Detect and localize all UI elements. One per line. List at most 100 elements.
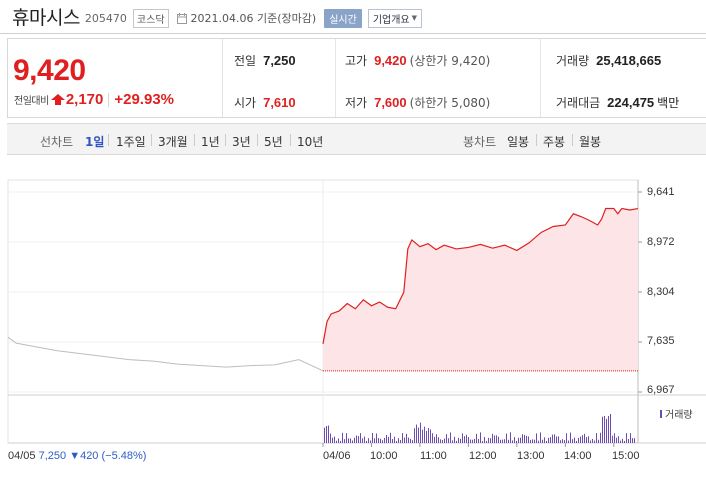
volume-bar bbox=[510, 432, 511, 443]
up-triangle-icon bbox=[50, 94, 65, 105]
volume-bar bbox=[554, 434, 555, 443]
volume-bar bbox=[572, 439, 573, 443]
volume-bar bbox=[544, 437, 545, 443]
volume-bar bbox=[620, 440, 621, 443]
volume-bar bbox=[338, 438, 339, 443]
volume-bar bbox=[362, 438, 363, 443]
volume-bar bbox=[414, 428, 415, 443]
current-price-box: 9,420 전일대비 2,170 +29.93% bbox=[8, 39, 223, 117]
volume-bar bbox=[394, 436, 395, 443]
chart-tabs: 선차트 1일 1주일 3개월 1년 3년 5년 10년 봉차트 일봉 주봉 월봉 bbox=[7, 123, 706, 155]
tab-monthly-candle[interactable]: 월봉 bbox=[579, 135, 602, 149]
volume-bar bbox=[424, 426, 425, 443]
volume-bar bbox=[604, 415, 605, 443]
volume-bar bbox=[526, 435, 527, 443]
volume-bar bbox=[512, 440, 513, 443]
tab-weekly-candle[interactable]: 주봉 bbox=[543, 135, 566, 149]
x-tick-label: 10:00 bbox=[370, 450, 398, 462]
volume-bar bbox=[556, 436, 557, 443]
line-chart-label: 선차트 bbox=[40, 135, 74, 149]
volume-bar bbox=[428, 427, 429, 443]
tab-10-year[interactable]: 10년 bbox=[297, 135, 324, 149]
tab-3-year[interactable]: 3년 bbox=[232, 135, 251, 149]
volume-bar bbox=[576, 440, 577, 443]
price-chart[interactable]: 9,641 8,972 8,304 7,635 6,967 거래량 04/05 … bbox=[0, 170, 706, 487]
volume-bar bbox=[482, 440, 483, 443]
volume-bar bbox=[538, 440, 539, 443]
volume-bar bbox=[614, 433, 615, 443]
y-tick-label: 8,304 bbox=[647, 286, 675, 298]
volume-bar bbox=[350, 438, 351, 443]
volume-bar bbox=[370, 440, 371, 443]
tab-5-year[interactable]: 5년 bbox=[264, 135, 283, 149]
divider bbox=[572, 134, 573, 146]
volume-bar bbox=[570, 432, 571, 443]
company-overview-button[interactable]: 기업개요 ▼ bbox=[367, 8, 423, 28]
volume-bar bbox=[440, 439, 441, 443]
volume-swatch bbox=[660, 409, 662, 418]
volume-bar bbox=[488, 437, 489, 443]
volume-bar bbox=[456, 440, 457, 443]
volume-bar bbox=[412, 440, 413, 443]
volume-bar bbox=[622, 438, 623, 443]
volume-bar bbox=[590, 440, 591, 443]
volume-bar bbox=[492, 433, 493, 443]
volume-bar bbox=[342, 432, 343, 443]
volume-bar bbox=[384, 438, 385, 443]
y-tick-label: 7,635 bbox=[647, 335, 675, 347]
volume-bar bbox=[478, 439, 479, 443]
tab-daily-candle[interactable]: 일봉 bbox=[507, 135, 530, 149]
volume-bar bbox=[434, 436, 435, 443]
volume-bar bbox=[588, 436, 589, 443]
volume-bar bbox=[404, 437, 405, 443]
volume-bar bbox=[360, 433, 361, 443]
volume-bar bbox=[364, 436, 365, 443]
y-tick-label: 8,972 bbox=[647, 236, 675, 248]
clock-icon bbox=[176, 12, 187, 24]
volume-legend: 거래량 bbox=[660, 406, 693, 421]
volume-stat: 거래량 25,418,665 bbox=[556, 52, 661, 69]
volume-bar bbox=[566, 433, 567, 443]
volume-bar bbox=[550, 437, 551, 443]
volume-bar bbox=[356, 435, 357, 443]
volume-bar bbox=[514, 437, 515, 443]
volume-bar bbox=[634, 438, 635, 443]
tab-1-year[interactable]: 1년 bbox=[201, 135, 220, 149]
volume-bar bbox=[496, 435, 497, 443]
volume-bar bbox=[506, 433, 507, 443]
volume-bar bbox=[606, 418, 607, 443]
volume-bar bbox=[366, 440, 367, 443]
tab-3-month[interactable]: 3개월 bbox=[158, 135, 188, 149]
today-series-line bbox=[322, 207, 639, 345]
x-tick-label: 11:00 bbox=[420, 450, 447, 462]
volume-bar bbox=[608, 416, 609, 443]
volume-bar bbox=[476, 433, 477, 443]
volume-bar bbox=[624, 440, 625, 443]
current-price: 9,420 bbox=[13, 54, 86, 87]
volume-bar bbox=[374, 438, 375, 443]
volume-bar bbox=[474, 438, 475, 443]
volume-bar bbox=[568, 440, 569, 443]
volume-bar bbox=[420, 422, 421, 443]
volume-bar bbox=[448, 438, 449, 443]
volume-bar bbox=[504, 439, 505, 443]
x-tick-label: 14:00 bbox=[564, 450, 592, 462]
tab-1-day[interactable]: 1일 bbox=[85, 135, 105, 149]
change-row: 전일대비 2,170 +29.93% bbox=[14, 91, 174, 108]
volume-bar bbox=[450, 432, 451, 443]
volume-bar bbox=[580, 436, 581, 443]
volume-bar bbox=[346, 433, 347, 443]
prev-day-change: ▼420 bbox=[69, 450, 99, 462]
amount-label: 거래대금 bbox=[556, 96, 601, 110]
high-label: 고가 bbox=[345, 54, 368, 68]
volume-bar bbox=[422, 429, 423, 443]
change-value: 2,170 bbox=[65, 91, 104, 108]
volume-bar bbox=[464, 436, 465, 443]
tab-1-week[interactable]: 1주일 bbox=[116, 135, 146, 149]
volume-bar bbox=[408, 437, 409, 443]
divider bbox=[108, 92, 110, 107]
realtime-button[interactable]: 실시간 bbox=[324, 8, 362, 28]
prev-day-series-line bbox=[7, 336, 324, 372]
volume-bar bbox=[416, 424, 417, 443]
chart-canvas bbox=[7, 179, 706, 447]
